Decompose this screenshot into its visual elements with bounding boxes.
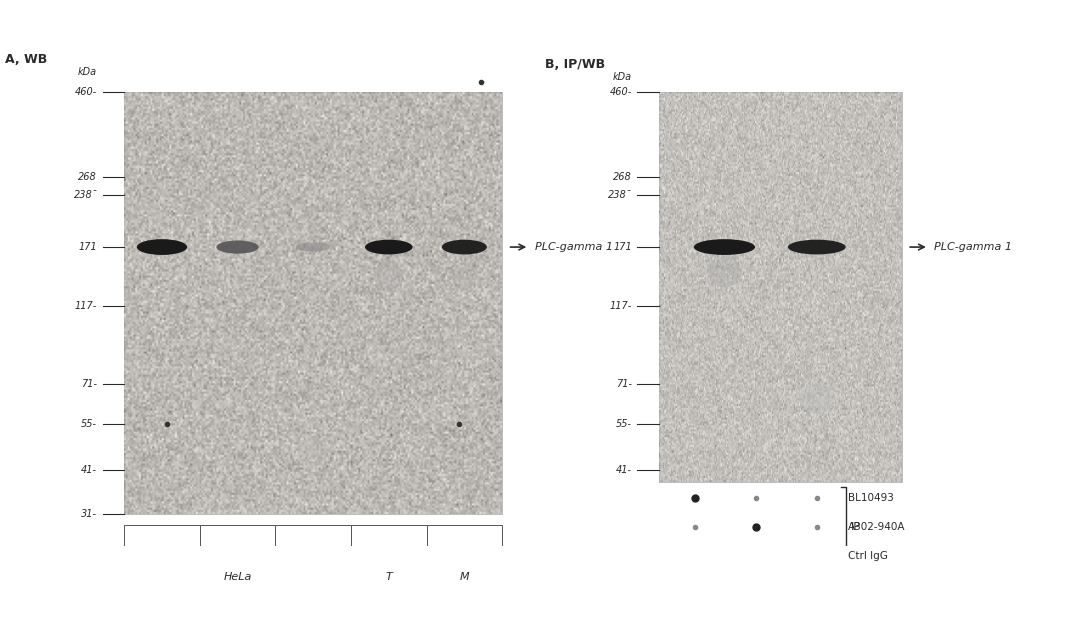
Ellipse shape <box>297 436 329 458</box>
Ellipse shape <box>365 240 413 254</box>
Bar <box>275 525 351 562</box>
Text: Ctrl IgG: Ctrl IgG <box>849 551 888 561</box>
Bar <box>427 525 502 562</box>
Ellipse shape <box>296 242 330 252</box>
Text: 117-: 117- <box>75 301 97 311</box>
Bar <box>124 525 200 562</box>
Text: M: M <box>460 572 469 582</box>
Bar <box>351 525 427 562</box>
Text: 41-: 41- <box>81 465 97 476</box>
Text: 71-: 71- <box>616 379 632 389</box>
Text: 15: 15 <box>230 538 245 548</box>
Text: HeLa: HeLa <box>224 572 252 582</box>
Ellipse shape <box>442 240 487 254</box>
Text: 31-: 31- <box>81 509 97 519</box>
Text: 268: 268 <box>613 172 632 182</box>
Text: 117-: 117- <box>609 301 632 311</box>
Bar <box>659 92 902 482</box>
Text: kDa: kDa <box>612 72 632 82</box>
Text: IP: IP <box>851 522 862 532</box>
Text: 50: 50 <box>381 538 396 548</box>
Text: 50: 50 <box>457 538 472 548</box>
Text: 41-: 41- <box>616 465 632 476</box>
Text: 5: 5 <box>309 538 318 548</box>
Text: kDa: kDa <box>78 66 97 76</box>
Ellipse shape <box>375 261 403 293</box>
Text: 171: 171 <box>613 242 632 252</box>
Text: PLC-gamma 1: PLC-gamma 1 <box>535 242 612 252</box>
Text: 55-: 55- <box>81 419 97 430</box>
Ellipse shape <box>693 239 755 255</box>
Text: PLC-gamma 1: PLC-gamma 1 <box>934 242 1012 252</box>
Ellipse shape <box>453 264 476 290</box>
Text: A, WB: A, WB <box>5 53 48 66</box>
Text: A302-940A: A302-940A <box>849 522 906 532</box>
Text: 238¯: 238¯ <box>608 190 632 200</box>
Text: B, IP/WB: B, IP/WB <box>545 58 606 71</box>
Ellipse shape <box>787 240 846 254</box>
Ellipse shape <box>798 385 836 412</box>
Text: BL10493: BL10493 <box>849 493 894 503</box>
Text: T: T <box>386 572 392 582</box>
Text: 460-: 460- <box>75 87 97 97</box>
Text: 238¯: 238¯ <box>73 190 97 200</box>
Bar <box>351 562 427 593</box>
Bar <box>124 92 502 514</box>
Ellipse shape <box>216 241 259 254</box>
Text: 71-: 71- <box>81 379 97 389</box>
Bar <box>124 562 351 593</box>
Bar <box>427 562 502 593</box>
Text: 460-: 460- <box>609 87 632 97</box>
Text: 171: 171 <box>79 242 97 252</box>
Bar <box>200 525 275 562</box>
Text: 55-: 55- <box>616 419 632 430</box>
Ellipse shape <box>137 239 187 255</box>
Text: 50: 50 <box>154 538 170 548</box>
Text: 268: 268 <box>79 172 97 182</box>
Ellipse shape <box>707 255 742 287</box>
